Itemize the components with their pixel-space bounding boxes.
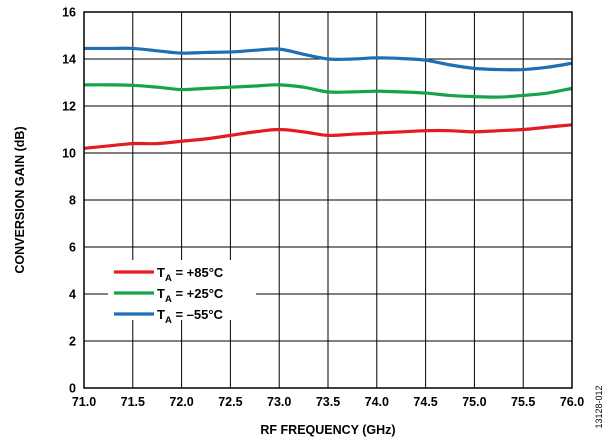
- figure-id-label: 13128-012: [594, 385, 604, 428]
- x-tick-label: 75.5: [511, 395, 535, 409]
- legend-label-2: TA = –55°C: [157, 307, 224, 326]
- y-tick-label: 14: [62, 53, 76, 67]
- plot-frame: [83, 11, 573, 389]
- legend-label-1: TA = +25°C: [157, 286, 224, 305]
- x-tick-label: 76.0: [560, 395, 584, 409]
- y-tick-labels: 0 2 4 6 8 10 12 14 16: [62, 6, 76, 396]
- y-tick-label: 10: [62, 147, 76, 161]
- y-tick-label: 0: [69, 382, 76, 396]
- x-tick-label: 71.5: [121, 395, 145, 409]
- x-tick-label: 74.5: [413, 395, 437, 409]
- x-tick-label: 71.0: [72, 395, 96, 409]
- y-tick-label: 6: [69, 241, 76, 255]
- x-tick-label: 72.0: [169, 395, 193, 409]
- x-tick-labels: 71.0 71.5 72.0 72.5 73.0 73.5 74.0 74.5 75.0 75.5…: [72, 395, 584, 409]
- x-tick-label: 72.5: [218, 395, 242, 409]
- legend-background: [108, 260, 256, 320]
- y-tick-label: 8: [69, 194, 76, 208]
- y-tick-label: 16: [62, 6, 76, 20]
- x-tick-label: 73.5: [316, 395, 340, 409]
- y-tick-label: 4: [69, 288, 76, 302]
- y-tick-label: 12: [62, 100, 76, 114]
- series-line-1: [83, 83, 573, 99]
- y-tick-label: 2: [69, 335, 76, 349]
- y-axis-title: CONVERSION GAIN (dB): [13, 126, 27, 273]
- x-tick-label: 75.0: [462, 395, 486, 409]
- x-tick-label: 73.0: [267, 395, 291, 409]
- legend: TA = +85°C TA = +25°C TA = –55°C: [108, 260, 256, 326]
- x-axis-title: RF FREQUENCY (GHz): [260, 423, 395, 437]
- series-lines: [83, 46, 573, 150]
- series-line-2: [84, 46, 573, 72]
- x-tick-label: 74.0: [365, 395, 389, 409]
- series-line-0: [83, 123, 573, 150]
- legend-label-0: TA = +85°C: [157, 265, 224, 284]
